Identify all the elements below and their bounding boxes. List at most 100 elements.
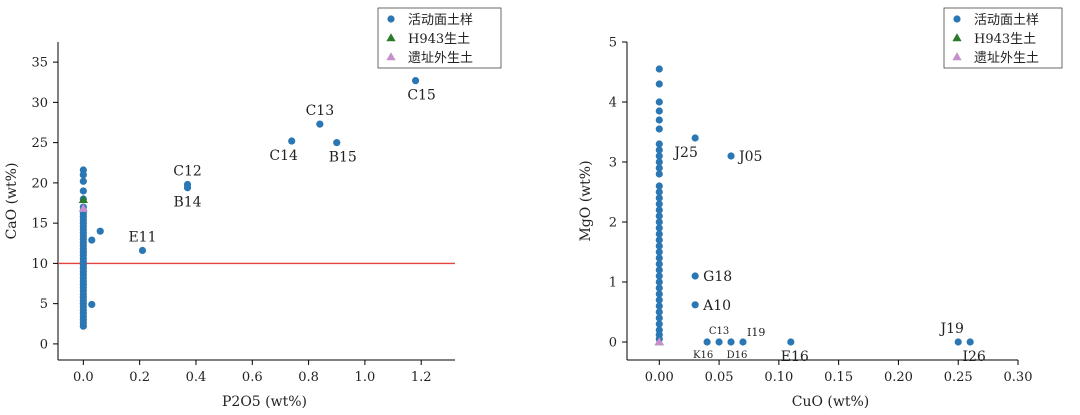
- mgo-y-tick-label: 5: [609, 36, 617, 51]
- cao-point: [78, 203, 88, 212]
- mgo-point: [655, 290, 663, 298]
- mgo-x-tick-label: 0.00: [645, 370, 674, 385]
- mgo-point: [655, 212, 663, 220]
- mgo-point: [655, 125, 663, 133]
- cao-point: [88, 300, 96, 309]
- mgo-point: [655, 326, 663, 334]
- mgo-point-label: D16: [727, 350, 748, 361]
- mgo-point: [655, 236, 663, 244]
- mgo-point: [655, 158, 663, 166]
- cao-point-label: E11: [128, 230, 156, 246]
- mgo-y-tick-label: 3: [609, 156, 617, 171]
- mgo-point: [655, 164, 663, 172]
- mgo-point: [655, 206, 663, 214]
- mgo-point: [655, 272, 663, 280]
- mgo-point: [727, 338, 735, 346]
- cao-point: [333, 139, 341, 147]
- cao-legend-box: [377, 7, 502, 69]
- cao-point-label: C15: [407, 88, 436, 104]
- mgo-x-tick-label: 0.20: [884, 370, 913, 385]
- mgo-point-label: I19: [747, 326, 765, 339]
- mgo-point: [655, 224, 663, 232]
- cao-legend-marker: [386, 33, 396, 42]
- cao-x-tick-label: 1.2: [411, 370, 432, 385]
- mgo-point: [655, 314, 663, 322]
- cao-x-tick-label: 1.0: [355, 370, 376, 385]
- cao-point: [79, 166, 87, 174]
- mgo-x-tick-label: 0.15: [824, 370, 853, 385]
- mgo-legend-label: H943生土: [974, 32, 1036, 47]
- mgo-point-label: J19: [938, 321, 963, 337]
- mgo-point: [655, 152, 663, 160]
- mgo-point: [655, 278, 663, 286]
- mgo-y-tick-label: 2: [609, 216, 617, 231]
- mgo-point: [715, 338, 723, 346]
- cao-y-tick-label: 20: [31, 176, 48, 191]
- cao-point: [79, 187, 87, 195]
- cao-vs-p2o5-chart: 0 5 10 15 20 25 30 35 0.0 0.2 0.4 0.6 0.8 1.0 1.2 P2O5 …: [4, 7, 502, 410]
- mgo-legend-marker: [953, 15, 961, 23]
- cao-legend-label: H943生土: [408, 32, 470, 47]
- mgo-point: [655, 218, 663, 226]
- mgo-y-tick-label: 1: [609, 276, 617, 291]
- mgo-x-tick-label: 0.30: [1004, 370, 1033, 385]
- mgo-x-tick-label: 0.05: [705, 370, 734, 385]
- mgo-vs-cuo-chart: 0 1 2 3 4 5 0.00 0.05 0.10 0.15 0.20 0.25 0.30 CuO (w…: [578, 7, 1063, 410]
- cao-point: [183, 180, 192, 189]
- cao-x-tick-label: 0.2: [129, 370, 150, 385]
- mgo-point: [654, 337, 664, 346]
- mgo-point: [655, 308, 663, 316]
- cao-y-tick-label: 10: [31, 257, 48, 272]
- mgo-legend-marker: [952, 52, 962, 61]
- cao-x-tick-label: 0.4: [186, 370, 207, 385]
- cao-point-label: C13: [306, 103, 335, 119]
- cao-point: [288, 137, 296, 145]
- mgo-point: [954, 338, 962, 346]
- mgo-point: [739, 338, 747, 346]
- cao-legend-label: 遗址外生土: [408, 51, 473, 66]
- mgo-point: [703, 338, 711, 346]
- cao-point: [138, 246, 147, 255]
- mgo-point-label: G18: [703, 269, 732, 285]
- mgo-point: [655, 284, 663, 292]
- mgo-point: [655, 320, 663, 328]
- mgo-point: [655, 65, 663, 73]
- mgo-point: [655, 116, 663, 124]
- mgo-point: [655, 260, 663, 268]
- mgo-point-label: K16: [693, 350, 713, 361]
- cao-point-label: B15: [329, 150, 357, 166]
- mgo-x-tick-label: 0.25: [944, 370, 973, 385]
- mgo-legend-box: [943, 7, 1063, 69]
- mgo-legend-marker: [952, 33, 962, 42]
- mgo-point-label: C13: [709, 326, 729, 337]
- mgo-point: [655, 80, 663, 88]
- mgo-point: [655, 230, 663, 238]
- cao-y-axis-label: CaO (wt%): [4, 163, 20, 240]
- mgo-y-tick-label: 0: [609, 336, 617, 351]
- cao-y-tick-label: 5: [40, 297, 48, 312]
- mgo-point: [691, 134, 699, 142]
- mgo-point: [655, 302, 663, 310]
- mgo-point-label: J05: [737, 149, 762, 165]
- cao-y-tick-label: 30: [31, 96, 48, 111]
- cao-point-label: B14: [173, 195, 201, 211]
- cao-x-tick-label: 0.6: [242, 370, 263, 385]
- mgo-point: [966, 338, 974, 346]
- mgo-point: [691, 272, 699, 280]
- mgo-point: [655, 140, 663, 148]
- cao-legend-marker: [387, 15, 395, 23]
- cao-point: [79, 177, 87, 185]
- mgo-y-axis-label: MgO (wt%): [578, 160, 594, 241]
- mgo-point: [655, 107, 663, 115]
- mgo-point: [655, 200, 663, 208]
- cao-legend-label: 活动面土样: [408, 13, 473, 28]
- mgo-legend-label: 活动面土样: [974, 13, 1039, 28]
- mgo-point: [655, 242, 663, 250]
- cao-point-label: C12: [173, 163, 202, 179]
- mgo-point: [655, 98, 663, 106]
- mgo-point: [655, 248, 663, 256]
- mgo-point: [655, 182, 663, 190]
